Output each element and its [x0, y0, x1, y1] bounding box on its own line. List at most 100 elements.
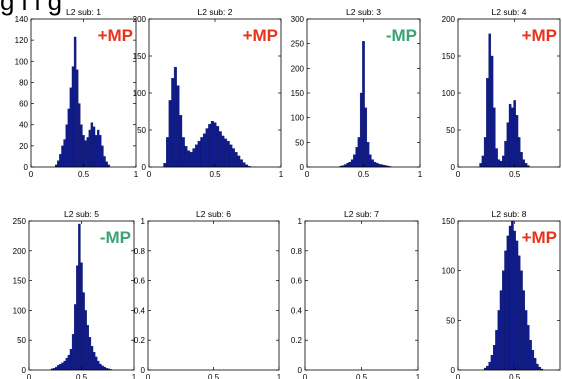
y-tick-label: 0	[300, 163, 305, 172]
histogram-bar	[80, 262, 83, 371]
x-tick-label: 1	[416, 373, 421, 379]
histogram-bar	[63, 360, 66, 371]
chart-panel-7: L2 sub: 7 0 0.2 0.4 0.6 0.8 1 0 0.5 1	[291, 209, 421, 379]
histogram-bar	[99, 363, 102, 371]
histogram-bar	[218, 131, 222, 168]
histogram-bar	[76, 69, 79, 168]
y-tick-label: 200	[13, 247, 27, 256]
chart-panel-2: L2 sub: 2 0 50 100 150 200 0 0.5 1 +MP	[133, 7, 284, 179]
histogram-bar	[65, 357, 68, 371]
histogram-bar	[187, 150, 191, 168]
histogram-bar	[495, 148, 498, 168]
x-tick-label: 0	[147, 170, 152, 179]
y-tick-label: 0.4	[291, 306, 303, 315]
y-tick-label: 1	[141, 217, 146, 226]
histogram-bar	[105, 161, 108, 168]
mp-annotation-8: +MP	[522, 228, 557, 247]
histogram-bar	[88, 129, 91, 168]
y-tick-label: 50	[446, 126, 455, 135]
y-tick-label: 0	[24, 163, 29, 172]
histogram-bar	[92, 351, 96, 371]
chart-panel-1: L2 sub: 1 0 20 40 60 80 100 120 140 0 0.5 1 +MP	[15, 7, 139, 179]
histogram-bar	[348, 161, 352, 168]
histogram-bar	[200, 137, 204, 168]
histogram-bar	[239, 159, 243, 168]
x-tick-label: 0	[456, 373, 461, 379]
y-tick-label: 50	[17, 336, 26, 345]
histogram-bar	[350, 159, 354, 168]
histogram-bar	[192, 148, 196, 168]
histogram-bar	[506, 122, 510, 168]
top-caption: g l l g	[0, 0, 63, 16]
y-tick-label: 80	[19, 78, 28, 87]
histogram-bar	[366, 142, 370, 168]
x-tick-label: 0	[27, 373, 32, 379]
histogram-bar	[103, 156, 106, 168]
histogram-bar	[97, 360, 100, 371]
histogram-bar	[78, 223, 81, 371]
histogram-bar	[490, 354, 494, 371]
histogram-bar	[368, 154, 372, 168]
mp-annotation-5: -MP	[100, 228, 131, 247]
mp-annotation-2: +MP	[243, 26, 278, 45]
y-tick-label: 150	[442, 217, 456, 226]
histogram-bar	[97, 129, 100, 168]
histogram-bar	[73, 36, 77, 168]
y-tick-label: 0	[298, 366, 303, 375]
histogram-bar	[373, 161, 377, 168]
histogram-bar	[234, 152, 238, 168]
histogram-bar	[538, 366, 541, 371]
histogram-bar	[88, 337, 92, 371]
histogram-bar	[529, 340, 532, 371]
histogram-bar	[362, 41, 365, 168]
x-tick-label: 0	[456, 170, 461, 179]
histogram-bar	[168, 100, 172, 168]
histogram-bar	[497, 310, 501, 371]
histogram-bar	[74, 304, 77, 371]
histogram-bar	[508, 103, 512, 168]
histogram-bar	[359, 92, 363, 168]
histogram-bar	[90, 346, 94, 371]
y-tick-label: 100	[15, 57, 29, 66]
y-tick-label: 120	[15, 36, 29, 45]
x-tick-label: 0	[303, 373, 308, 379]
histogram-bar	[511, 220, 514, 371]
chart-title-6: L2 sub: 6	[196, 209, 231, 219]
histogram-bar	[346, 162, 349, 168]
chart-title-8: L2 sub: 8	[492, 209, 527, 219]
histogram-bar	[502, 270, 505, 371]
histogram-bar	[490, 55, 494, 168]
y-tick-label: 0.8	[134, 247, 146, 256]
histogram-bar	[520, 152, 523, 168]
histogram-bar	[533, 357, 537, 371]
chart-title-4: L2 sub: 4	[492, 7, 527, 17]
mp-annotation-3: -MP	[386, 26, 417, 45]
histogram-bar	[65, 124, 68, 168]
histogram-bar	[536, 363, 539, 371]
histogram-bar	[71, 334, 75, 371]
histogram-bar	[378, 163, 381, 168]
y-tick-label: 40	[19, 121, 28, 130]
histogram-bar	[481, 155, 485, 168]
y-tick-label: 0.2	[291, 336, 303, 345]
histogram-bar	[517, 255, 521, 371]
mp-annotation-4: +MP	[522, 26, 557, 45]
histogram-bar	[82, 292, 85, 371]
y-tick-label: 0	[22, 366, 27, 375]
x-tick-label: 0.5	[76, 373, 88, 379]
y-tick-label: 100	[442, 267, 456, 276]
histogram-bar	[69, 87, 73, 168]
y-tick-label: 0.8	[291, 247, 303, 256]
histogram-bar	[61, 362, 64, 371]
y-tick-label: 200	[291, 64, 305, 73]
histogram-bar	[522, 159, 526, 168]
histogram-bar	[195, 144, 198, 168]
y-tick-label: 60	[19, 100, 28, 109]
histogram-bar	[511, 107, 514, 168]
histogram-bar	[495, 330, 498, 371]
y-tick-label: 0	[451, 163, 456, 172]
histogram-bar	[163, 163, 167, 168]
y-tick-label: 250	[291, 40, 305, 49]
histogram-bar	[202, 133, 206, 168]
chart-title-2: L2 sub: 2	[198, 7, 233, 17]
